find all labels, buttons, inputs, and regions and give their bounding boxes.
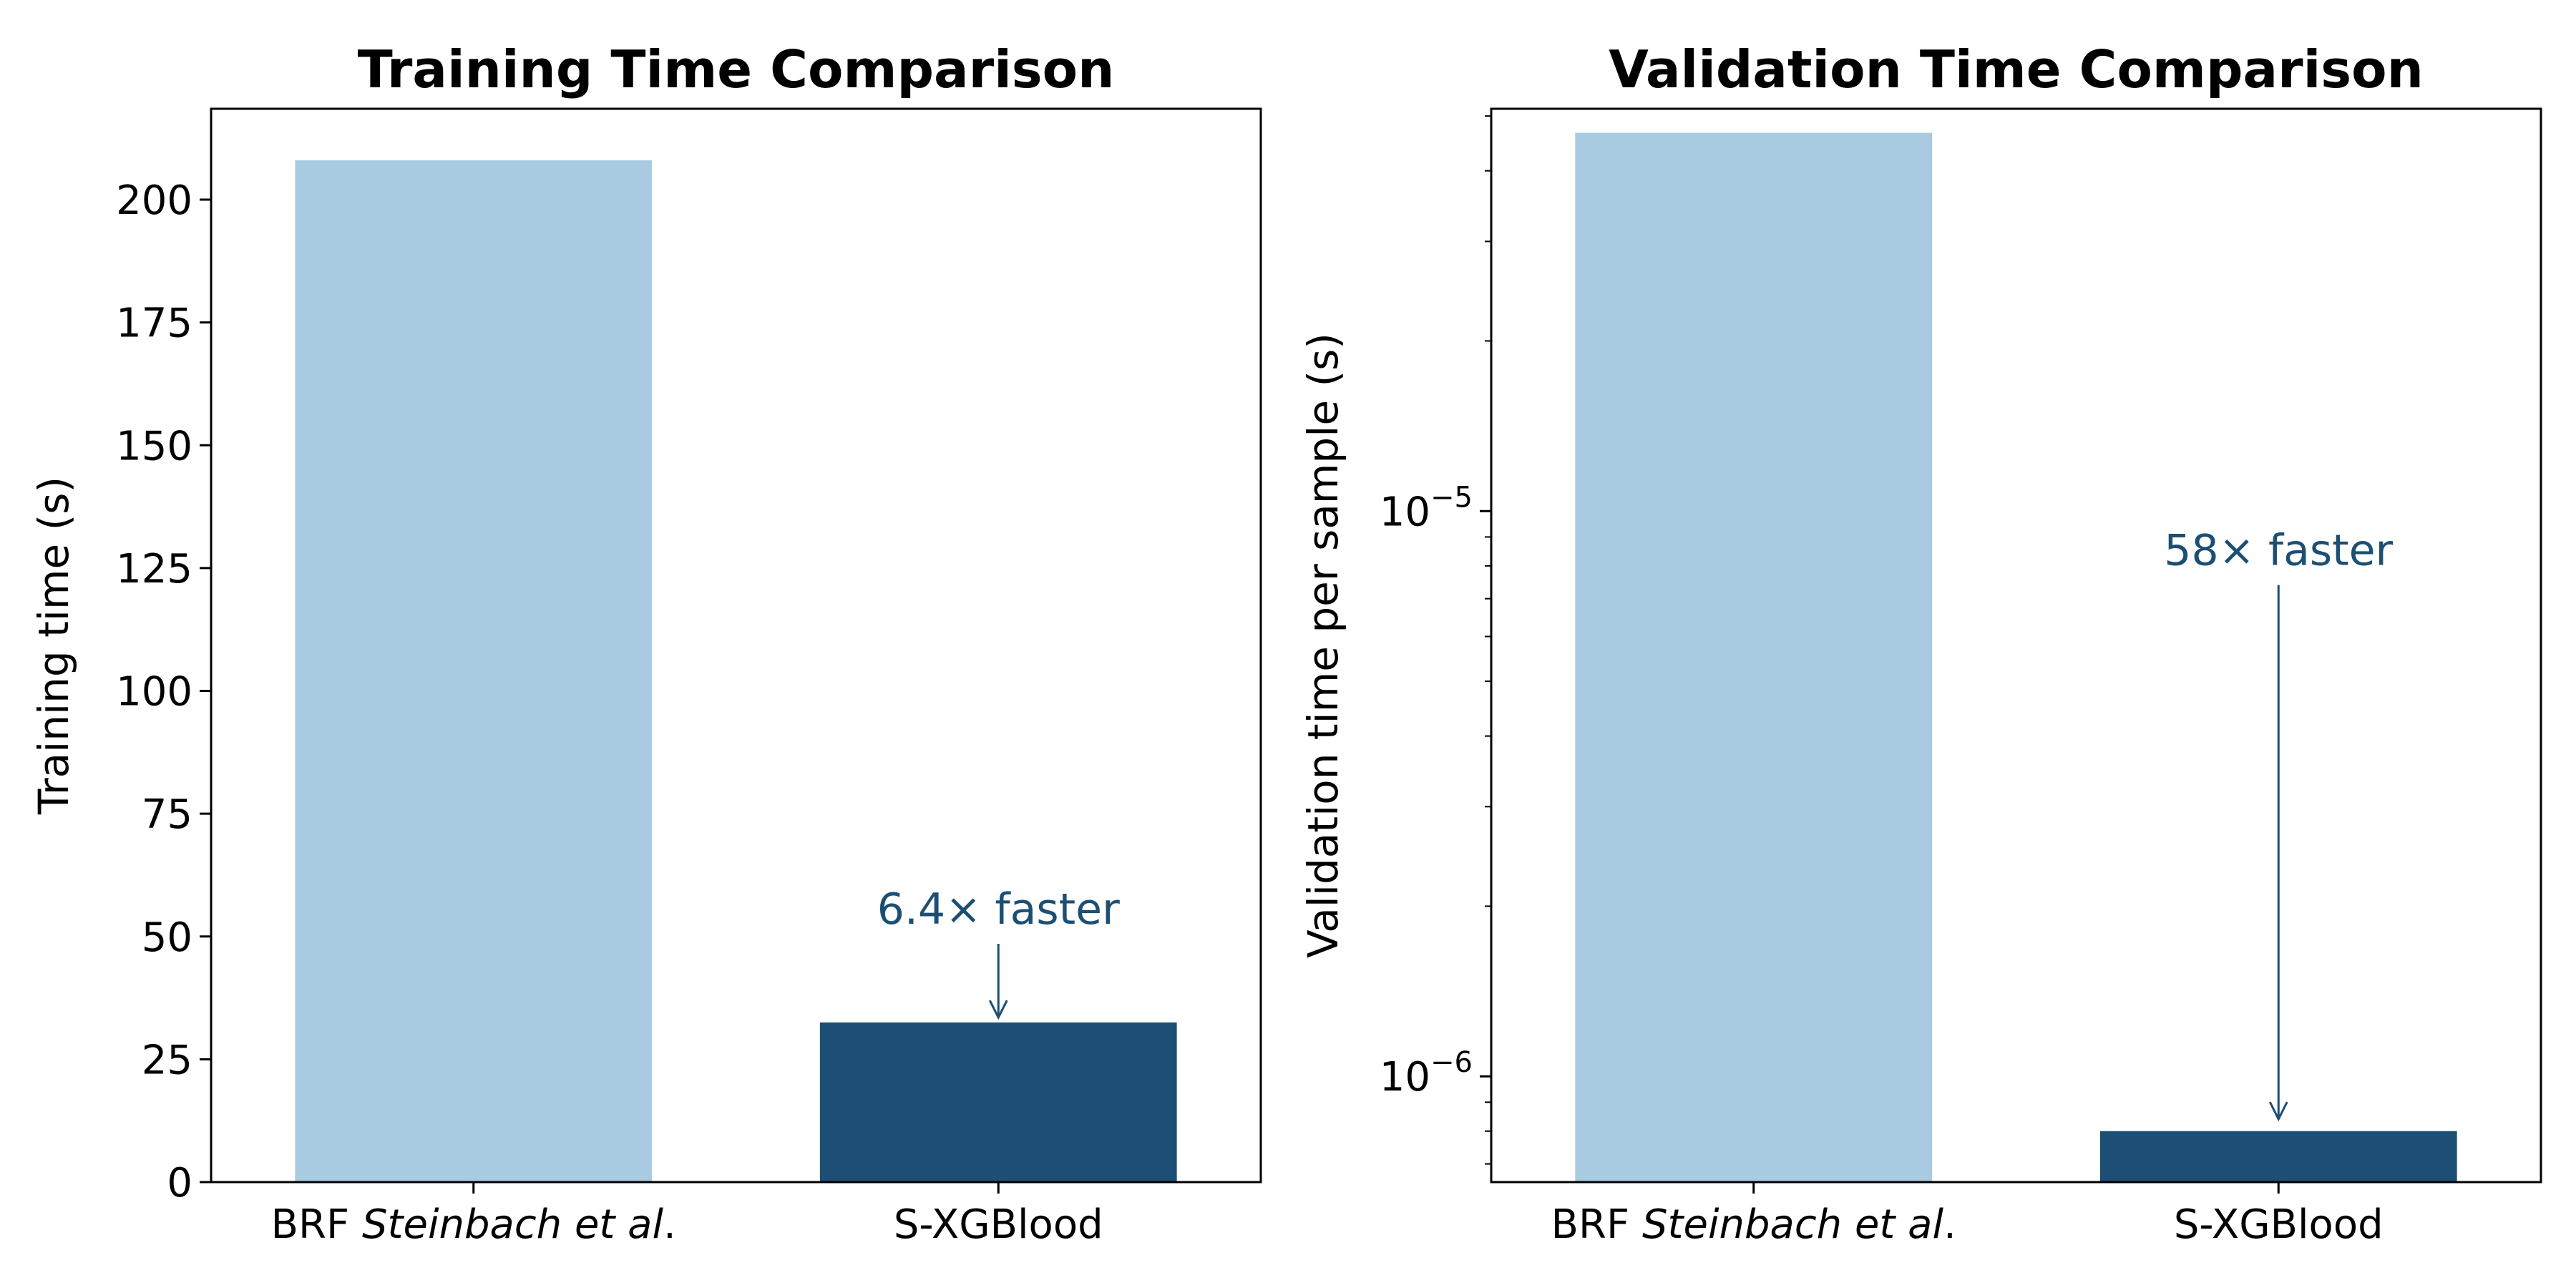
annotation-arrow-head: [2268, 1101, 2288, 1122]
bar-sxgblood: [2099, 1131, 2457, 1182]
y-tick-label: 10−6: [1380, 1046, 1473, 1101]
bar-brf: [1575, 132, 1933, 1182]
chart-1: Training Time Comparison 0 25 50 75 100 125 150…: [29, 39, 1262, 1248]
y-tick-label: 125: [116, 546, 192, 592]
chart-title: Training Time Comparison: [358, 39, 1115, 99]
y-tick-label: 50: [142, 914, 192, 961]
annotation-text: 6.4× faster: [877, 884, 1120, 935]
bar-sxgblood: [819, 1022, 1177, 1182]
chart-2: Validation Time Comparison 10−6 10−5 Valida…: [1299, 39, 2542, 1248]
plot-frame: [1490, 107, 2542, 1184]
y-tick-label: 0: [167, 1160, 192, 1206]
y-tick-label: 25: [142, 1037, 192, 1083]
annotation-arrow-head: [988, 1000, 1008, 1020]
plot-frame: [210, 107, 1262, 1184]
x-tick-label: S-XGBlood: [894, 1201, 1103, 1248]
x-tick-label: S-XGBlood: [2174, 1201, 2384, 1248]
y-tick-label: 150: [116, 423, 192, 469]
y-tick-label: 175: [116, 301, 192, 347]
y-tick-label: 100: [116, 669, 192, 716]
chart-title: Validation Time Comparison: [1609, 39, 2424, 99]
y-tick-label: 10−5: [1380, 481, 1473, 535]
y-tick-label: 75: [142, 791, 192, 838]
bar-brf: [295, 160, 653, 1182]
annotation-text: 58× faster: [2164, 526, 2393, 576]
y-tick-label: 200: [116, 177, 192, 224]
y-axis-label: Training time (s): [29, 477, 78, 815]
y-axis-label: Validation time per sample (s): [1299, 333, 1347, 958]
x-tick-label: BRF Steinbach et al.: [1551, 1201, 1956, 1248]
x-tick-label: BRF Steinbach et al.: [271, 1201, 676, 1248]
